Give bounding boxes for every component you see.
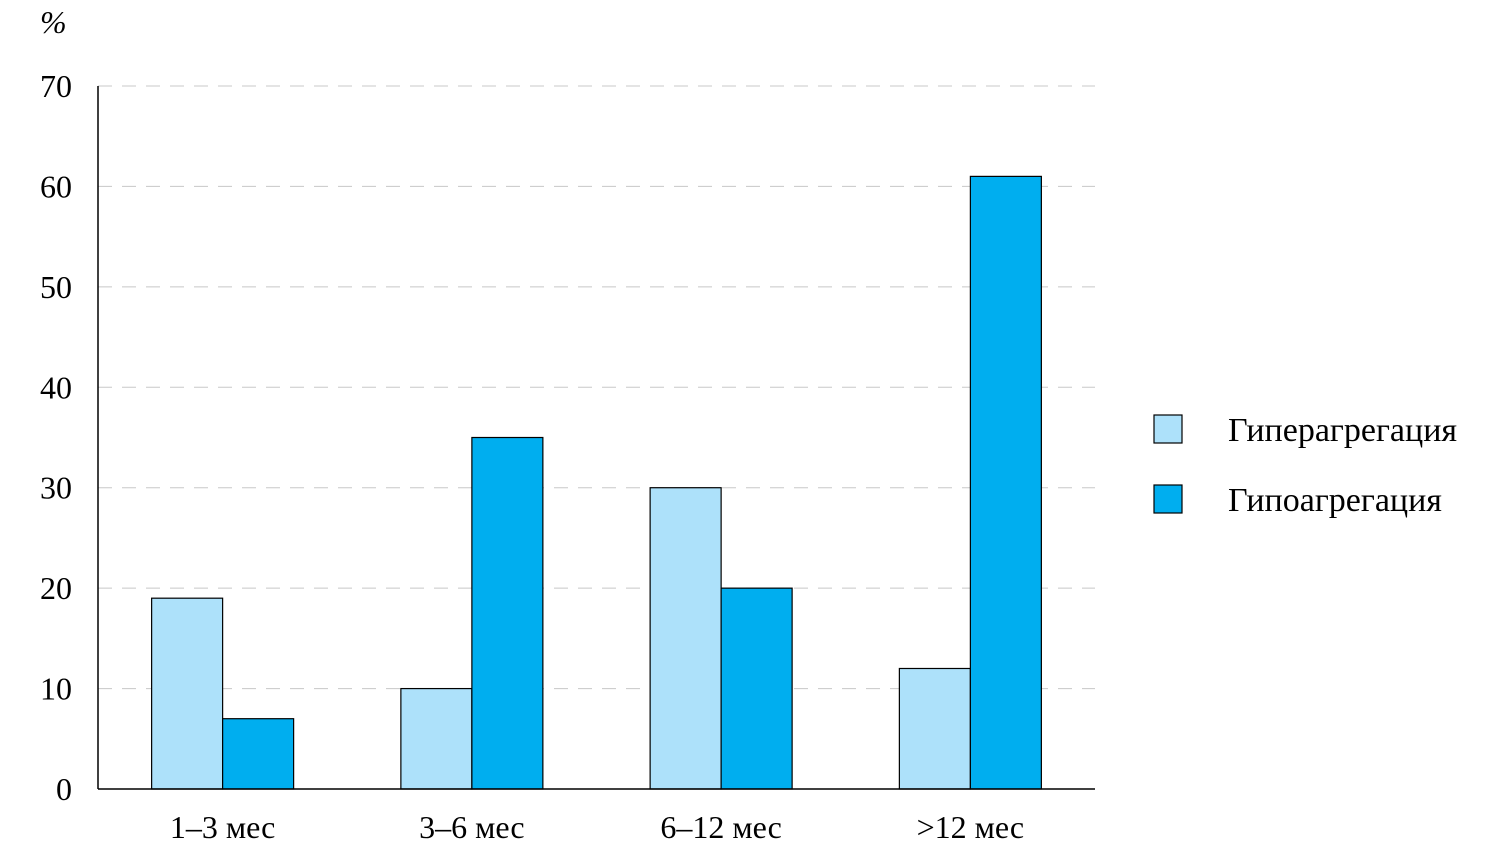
y-tick-label: 20: [40, 570, 72, 606]
x-tick-labels: 1–3 мес 3–6 мес 6–12 мес >12 мес: [170, 809, 1024, 845]
y-tick-label: 50: [40, 269, 72, 305]
bar-hypo-4: [969, 175, 1042, 790]
x-tick-label: >12 мес: [917, 809, 1025, 845]
x-tick-label: 1–3 мес: [170, 809, 275, 845]
x-tick-label: 6–12 мес: [660, 809, 781, 845]
legend-swatch: [1153, 484, 1183, 514]
y-tick-label: 0: [56, 771, 72, 807]
bar-hyper-2: [400, 687, 473, 790]
gridlines: [98, 85, 1095, 690]
bar-hyper-3: [649, 487, 722, 790]
y-tick-label: 60: [40, 168, 72, 204]
axes: [97, 86, 1095, 790]
legend: Гиперагрегация Гипоагрегация: [1153, 412, 1457, 519]
legend-swatch: [1153, 414, 1183, 444]
y-tick-labels: 0 10 20 30 40 50 60 70: [40, 68, 72, 807]
x-tick-label: 3–6 мес: [419, 809, 524, 845]
bar-hyper-4: [898, 667, 971, 790]
y-tick-label: 30: [40, 470, 72, 506]
legend-label: Гипоагрегация: [1228, 482, 1442, 519]
bar-hyper-1: [151, 597, 224, 790]
y-tick-label: 40: [40, 369, 72, 405]
bar-hypo-2: [471, 436, 544, 790]
y-tick-label: 70: [40, 68, 72, 104]
bar-hypo-3: [720, 587, 793, 790]
y-tick-label: 10: [40, 671, 72, 707]
legend-label: Гиперагрегация: [1228, 412, 1457, 449]
y-axis-unit-label: %: [40, 4, 67, 40]
bars: [151, 175, 1042, 790]
bar-hypo-1: [222, 718, 295, 790]
